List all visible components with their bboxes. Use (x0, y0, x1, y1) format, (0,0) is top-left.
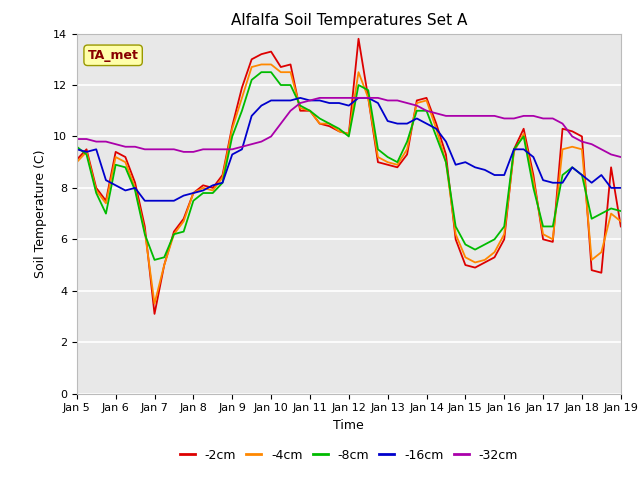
-2cm (228, 123, 236, 129)
-16cm (141, 198, 148, 204)
-4cm (471, 260, 479, 265)
-4cm (92, 188, 100, 193)
-16cm (326, 100, 333, 106)
-32cm (452, 113, 460, 119)
-32cm (73, 136, 81, 142)
-32cm (219, 146, 227, 152)
X-axis label: Time: Time (333, 419, 364, 432)
-2cm (150, 311, 158, 317)
-8cm (326, 120, 333, 126)
-2cm (102, 198, 110, 204)
-32cm (316, 95, 323, 101)
-8cm (92, 190, 100, 196)
Y-axis label: Soil Temperature (C): Soil Temperature (C) (35, 149, 47, 278)
Line: -16cm: -16cm (77, 98, 621, 201)
-32cm (306, 97, 314, 103)
-4cm (461, 254, 469, 260)
-8cm (617, 208, 625, 214)
-32cm (461, 113, 469, 119)
-8cm (102, 211, 110, 216)
-4cm (228, 126, 236, 132)
-8cm (257, 69, 265, 75)
Legend: -2cm, -4cm, -8cm, -16cm, -32cm: -2cm, -4cm, -8cm, -16cm, -32cm (175, 444, 523, 467)
-4cm (617, 218, 625, 224)
-2cm (316, 120, 323, 126)
-4cm (257, 61, 265, 67)
-16cm (617, 185, 625, 191)
-8cm (228, 133, 236, 139)
-2cm (92, 185, 100, 191)
-8cm (461, 241, 469, 247)
-16cm (73, 146, 81, 152)
Text: TA_met: TA_met (88, 49, 138, 62)
-2cm (617, 224, 625, 229)
-32cm (92, 139, 100, 144)
-16cm (102, 177, 110, 183)
-4cm (150, 300, 158, 307)
Line: -2cm: -2cm (77, 39, 621, 314)
-4cm (102, 201, 110, 206)
Title: Alfalfa Soil Temperatures Set A: Alfalfa Soil Temperatures Set A (230, 13, 467, 28)
-16cm (471, 165, 479, 170)
-2cm (355, 36, 362, 42)
Line: -32cm: -32cm (77, 98, 621, 157)
-16cm (92, 146, 100, 152)
-16cm (461, 159, 469, 165)
-2cm (471, 264, 479, 270)
-16cm (296, 95, 304, 101)
-8cm (150, 257, 158, 263)
-32cm (102, 139, 110, 144)
Line: -8cm: -8cm (77, 72, 621, 260)
-2cm (73, 156, 81, 162)
-16cm (228, 152, 236, 157)
-8cm (73, 144, 81, 150)
-4cm (326, 120, 333, 126)
Line: -4cm: -4cm (77, 64, 621, 304)
-4cm (73, 159, 81, 165)
-32cm (617, 154, 625, 160)
-8cm (471, 247, 479, 252)
-2cm (461, 262, 469, 268)
